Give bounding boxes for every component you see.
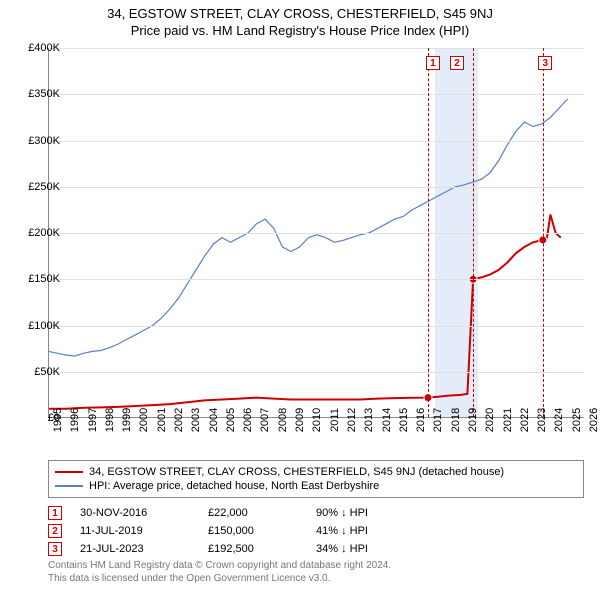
x-tick-label: 2008 [277, 408, 289, 432]
y-tick-label: £200K [28, 227, 60, 239]
gridline [49, 326, 584, 327]
event-number-box: 3 [538, 56, 552, 70]
events-table: 1 30-NOV-2016 £22,000 90% ↓ HPI 2 11-JUL… [48, 504, 584, 558]
series-line [49, 99, 568, 356]
event-date: 21-JUL-2023 [80, 543, 190, 555]
x-tick-label: 2006 [242, 408, 254, 432]
y-tick-label: £50K [34, 366, 60, 378]
x-tick-label: 2015 [398, 408, 410, 432]
legend-label-hpi: HPI: Average price, detached house, Nort… [89, 480, 379, 492]
gridline [49, 279, 584, 280]
gridline [49, 48, 584, 49]
gridline [49, 141, 584, 142]
x-tick-label: 2024 [553, 408, 565, 432]
legend-row-hpi: HPI: Average price, detached house, Nort… [55, 479, 577, 493]
chart-title-line1: 34, EGSTOW STREET, CLAY CROSS, CHESTERFI… [0, 0, 600, 21]
x-tick-label: 2026 [588, 408, 600, 432]
x-tick-label: 2012 [346, 408, 358, 432]
y-tick-label: £300K [28, 135, 60, 147]
x-tick-label: 2002 [173, 408, 185, 432]
chart-plot-area: 12 3 [48, 48, 584, 418]
x-tick-label: 2020 [484, 408, 496, 432]
footer-attribution: Contains HM Land Registry data © Crown c… [48, 560, 584, 585]
x-tick-label: 2013 [363, 408, 375, 432]
x-tick-label: 2009 [294, 408, 306, 432]
x-tick-label: 1995 [52, 408, 64, 432]
x-tick-label: 2018 [450, 408, 462, 432]
legend-swatch-property [55, 471, 83, 473]
x-tick-label: 1996 [69, 408, 81, 432]
x-tick-label: 1998 [104, 408, 116, 432]
x-tick-label: 2023 [536, 408, 548, 432]
x-tick-label: 2022 [519, 408, 531, 432]
chart-title-line2: Price paid vs. HM Land Registry's House … [0, 21, 600, 42]
x-tick-label: 2004 [208, 408, 220, 432]
x-tick-label: 2005 [225, 408, 237, 432]
legend-swatch-hpi [55, 485, 83, 487]
event-price: £192,500 [208, 543, 298, 555]
y-tick-label: £250K [28, 181, 60, 193]
event-number-box: 1 [426, 56, 440, 70]
y-tick-label: £100K [28, 320, 60, 332]
event-delta: 90% ↓ HPI [316, 507, 436, 519]
gridline [49, 94, 584, 95]
gridline [49, 233, 584, 234]
legend-row-property: 34, EGSTOW STREET, CLAY CROSS, CHESTERFI… [55, 465, 577, 479]
x-tick-label: 2017 [432, 408, 444, 432]
x-tick-label: 2010 [311, 408, 323, 432]
x-tick-label: 2025 [571, 408, 583, 432]
x-tick-label: 2016 [415, 408, 427, 432]
event-marker-icon: 2 [48, 524, 62, 538]
x-tick-label: 1997 [87, 408, 99, 432]
y-tick-label: £350K [28, 88, 60, 100]
event-row: 2 11-JUL-2019 £150,000 41% ↓ HPI [48, 522, 584, 540]
event-price: £22,000 [208, 507, 298, 519]
event-number-box: 2 [450, 56, 464, 70]
x-tick-label: 2001 [156, 408, 168, 432]
legend-label-property: 34, EGSTOW STREET, CLAY CROSS, CHESTERFI… [89, 466, 504, 478]
gridline [49, 187, 584, 188]
x-tick-label: 1999 [121, 408, 133, 432]
event-marker-icon: 3 [48, 542, 62, 556]
y-tick-label: £400K [28, 42, 60, 54]
legend: 34, EGSTOW STREET, CLAY CROSS, CHESTERFI… [48, 460, 584, 498]
x-tick-label: 2014 [381, 408, 393, 432]
x-tick-label: 2007 [259, 408, 271, 432]
event-delta: 41% ↓ HPI [316, 525, 436, 537]
event-vline [428, 48, 429, 417]
footer-line1: Contains HM Land Registry data © Crown c… [48, 560, 584, 573]
gridline [49, 372, 584, 373]
y-tick-label: £150K [28, 273, 60, 285]
series-line [49, 215, 561, 409]
x-tick-label: 2019 [467, 408, 479, 432]
x-tick-label: 2003 [190, 408, 202, 432]
footer-line2: This data is licensed under the Open Gov… [48, 573, 584, 586]
x-tick-label: 2021 [502, 408, 514, 432]
event-price: £150,000 [208, 525, 298, 537]
event-date: 30-NOV-2016 [80, 507, 190, 519]
event-vline [473, 48, 474, 417]
event-row: 1 30-NOV-2016 £22,000 90% ↓ HPI [48, 504, 584, 522]
event-date: 11-JUL-2019 [80, 525, 190, 537]
event-vline [543, 48, 544, 417]
event-marker-icon: 1 [48, 506, 62, 520]
event-row: 3 21-JUL-2023 £192,500 34% ↓ HPI [48, 540, 584, 558]
x-tick-label: 2011 [329, 408, 341, 432]
x-tick-label: 2000 [138, 408, 150, 432]
event-delta: 34% ↓ HPI [316, 543, 436, 555]
